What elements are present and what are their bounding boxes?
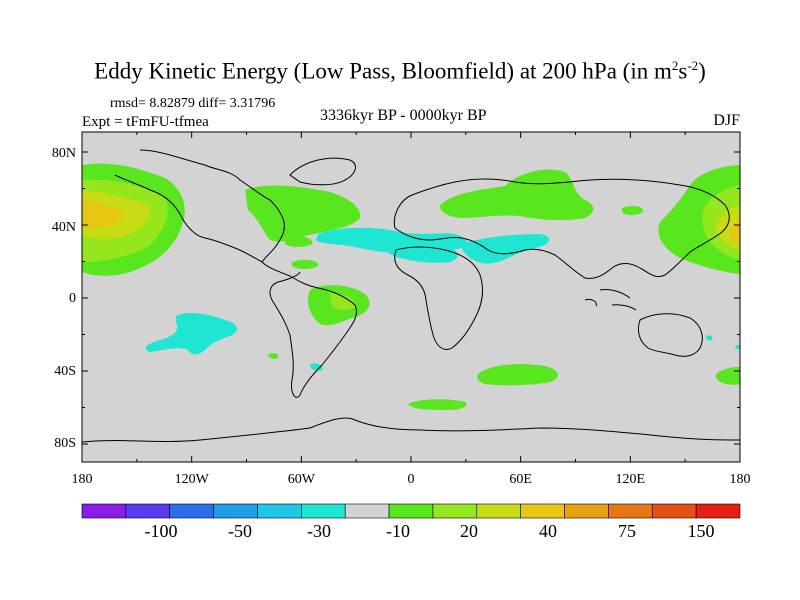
colorbar-label: 75: [618, 521, 636, 541]
lon-label: 0: [408, 472, 415, 487]
colorbar-box: [213, 503, 258, 519]
coastline: [139, 149, 358, 398]
colorbar-box: [388, 503, 434, 519]
lon-label: 60W: [288, 472, 316, 487]
anomaly-field: [440, 169, 594, 221]
lon-label: 120E: [616, 472, 646, 487]
anomaly-field: [82, 200, 125, 228]
anomaly-field: [706, 335, 713, 341]
lat-label: 80S: [54, 436, 76, 451]
colorbar-label: 150: [688, 521, 715, 541]
anomaly-field: [145, 313, 237, 355]
coastline: [114, 174, 263, 263]
coastline: [637, 313, 703, 357]
anomaly-field: [245, 185, 361, 242]
colorbar-box: [476, 503, 521, 519]
coastline: [393, 178, 730, 279]
lat-label: 80N: [52, 146, 76, 161]
anomaly-field: [285, 235, 313, 247]
anomaly-field: [384, 245, 458, 263]
coastline: [394, 246, 483, 351]
colorbar-label: -50: [228, 521, 252, 541]
lat-label: 0: [69, 291, 76, 306]
lon-label: 120W: [175, 472, 210, 487]
colorbar-labels: -100 -50 -30 -10 20 40 75 150: [145, 521, 715, 541]
anomaly-field: [292, 259, 319, 269]
lat-axis: 80N 40N 0 40S 80S: [52, 146, 76, 451]
anomaly-field: [330, 293, 356, 311]
coastlines: [82, 149, 740, 443]
lat-label: 40N: [52, 220, 76, 235]
lon-label: 60E: [509, 472, 532, 487]
colorbar-box: [564, 503, 609, 519]
colorbar-label: 40: [539, 521, 557, 541]
colorbar-box: [695, 503, 741, 519]
coastline: [82, 417, 740, 443]
anomaly-field: [310, 363, 323, 371]
colorbar-box: [257, 503, 302, 519]
anomaly-field: [735, 344, 740, 350]
colorbar-label: -30: [307, 521, 331, 541]
coastline: [584, 289, 637, 311]
anomaly-field: [622, 205, 644, 215]
lon-label: 180: [72, 472, 93, 487]
lat-label: 40S: [54, 364, 76, 379]
anomaly-field: [477, 364, 558, 386]
colorbar-box: [651, 503, 697, 519]
anomaly-field: [408, 399, 467, 410]
anomaly-field: [268, 353, 279, 359]
colorbar-box: [432, 503, 478, 519]
stats-text: rmsd= 8.82879 diff= 3.31796: [110, 96, 276, 111]
map-area: [82, 132, 740, 462]
anomaly-field: [460, 234, 550, 264]
colorbar-box: [520, 503, 565, 519]
colorbar-label: -100: [145, 521, 178, 541]
anomaly-field: [729, 220, 740, 245]
colorbar-box: [344, 503, 390, 519]
lon-axis: 180 120W 60W 0 60E 120E 180: [72, 472, 751, 487]
colorbar-box: [301, 503, 346, 519]
experiment-label: Expt = tFmFU-tfmea: [82, 114, 209, 130]
colorbar-label: -10: [386, 521, 410, 541]
season-label: DJF: [713, 112, 740, 129]
colorbar: [81, 503, 741, 519]
period-label: 3336kyr BP - 0000kyr BP: [320, 107, 487, 124]
colorbar-box: [169, 503, 214, 519]
colorbar-box: [125, 503, 171, 519]
axis-ticks: [81, 132, 741, 462]
colorbar-box: [608, 503, 653, 519]
colorbar-label: 20: [460, 521, 478, 541]
anomaly-fields: [82, 163, 740, 410]
colorbar-box: [81, 503, 127, 519]
lon-label: 180: [730, 472, 751, 487]
coastline: [289, 157, 356, 186]
plot-title: Eddy Kinetic Energy (Low Pass, Bloomfiel…: [94, 58, 706, 84]
